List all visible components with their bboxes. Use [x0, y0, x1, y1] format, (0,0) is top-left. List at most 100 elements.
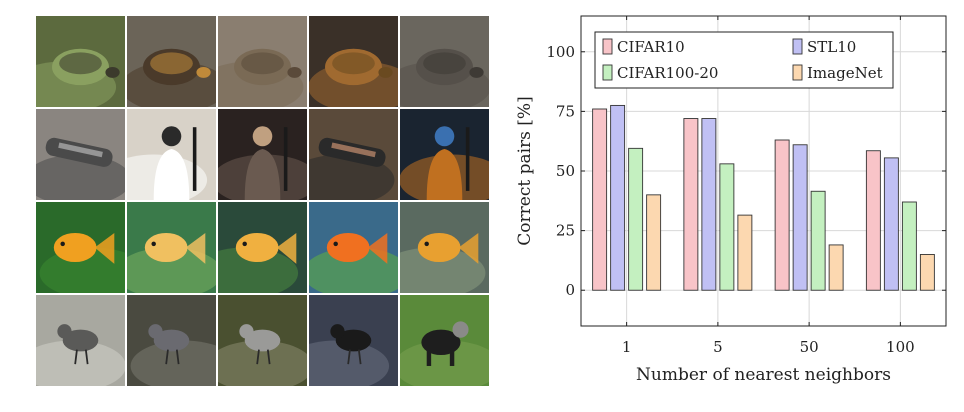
- shell-pattern: [150, 52, 193, 75]
- image-tile-clarinet: [127, 109, 216, 200]
- legend-label: ImageNet: [807, 64, 883, 82]
- person-head: [434, 126, 455, 147]
- tile-subject: [45, 137, 113, 167]
- tile-subject: [144, 232, 206, 264]
- image-tile-turtle: [218, 16, 307, 107]
- tile-ground: [127, 247, 216, 293]
- bird-leg: [175, 349, 180, 365]
- fish-tail: [276, 232, 297, 264]
- dog-body: [421, 329, 461, 356]
- image-tile-bird: [400, 295, 489, 386]
- legend-label: STL10: [807, 38, 856, 56]
- bird-leg: [266, 349, 271, 365]
- tile-ground: [400, 340, 489, 386]
- bar-chart: 0 25 50 75 100 1 5 50 100 CIFAR10 STL10 CIFAR100-2…: [515, 15, 947, 385]
- image-tile-goldfish: [127, 202, 216, 293]
- bar-cifar100-20: [901, 201, 917, 291]
- tile-subject: [53, 232, 115, 264]
- legend-swatch: [792, 38, 803, 55]
- bar-stl10: [792, 144, 808, 291]
- x-tick-label: 5: [713, 338, 723, 356]
- instrument: [283, 127, 288, 191]
- legend: CIFAR10 STL10 CIFAR100-20 ImageNet: [594, 31, 894, 89]
- legend-swatch: [602, 38, 613, 55]
- bird-body: [244, 329, 281, 352]
- clarinet-highlight: [58, 142, 103, 158]
- image-tile-goldfish: [218, 202, 307, 293]
- instrument: [465, 127, 470, 191]
- bar-stl10: [883, 157, 899, 291]
- legend-label: CIFAR100-20: [617, 64, 718, 82]
- bird-leg: [165, 349, 169, 365]
- instrument: [192, 127, 197, 191]
- tile-subject: [244, 126, 288, 200]
- fish-tail: [185, 232, 206, 264]
- dog-leg: [426, 349, 432, 366]
- person-head: [161, 126, 182, 147]
- fish-tail: [458, 232, 479, 264]
- fish-eye: [60, 241, 65, 247]
- tile-subject: [318, 137, 386, 167]
- bar-stl10: [610, 104, 626, 291]
- image-grid: [36, 16, 489, 386]
- image-tile-goldfish: [36, 202, 125, 293]
- bar-cifar100-20: [628, 147, 644, 291]
- tile-ground: [36, 340, 125, 386]
- image-tile-clarinet: [400, 109, 489, 200]
- tile-subject: [52, 48, 120, 86]
- turtle-head: [105, 66, 120, 78]
- shell-pattern: [59, 52, 102, 75]
- fish-body: [235, 232, 279, 263]
- person-body: [244, 149, 281, 200]
- bar-imagenet: [919, 254, 935, 291]
- bar-cifar100-20: [810, 190, 826, 291]
- bar-cifar100-20: [719, 163, 735, 291]
- fish-tail: [94, 232, 115, 264]
- image-tile-bird: [218, 295, 307, 386]
- tile-ground: [400, 247, 486, 293]
- turtle-head: [378, 66, 393, 78]
- legend-swatch: [602, 64, 613, 81]
- fish-body: [144, 232, 188, 263]
- bar-stl10: [701, 118, 717, 291]
- image-tile-turtle: [127, 16, 216, 107]
- shell-pattern: [423, 52, 466, 75]
- tile-subject: [417, 232, 479, 264]
- bird-leg: [256, 349, 260, 365]
- image-tile-bird: [36, 295, 125, 386]
- y-tick-label: 25: [556, 222, 575, 240]
- tile-subject: [330, 324, 372, 365]
- bar-cifar10: [592, 108, 608, 291]
- y-axis-label: Correct pairs [%]: [515, 96, 535, 245]
- bar-imagenet: [828, 244, 844, 291]
- turtle-head: [196, 66, 211, 78]
- image-tile-clarinet: [309, 109, 398, 200]
- x-tick-label: 50: [800, 338, 819, 356]
- axis-ticks: 0 25 50 75 100 1 5 50 100: [546, 16, 946, 356]
- bird-body: [62, 329, 99, 352]
- y-tick-label: 75: [556, 102, 575, 120]
- person-body: [426, 149, 463, 200]
- image-tile-clarinet: [218, 109, 307, 200]
- tile-subject: [143, 48, 211, 86]
- tile-ground: [309, 247, 398, 293]
- bar-cifar10: [865, 150, 881, 291]
- x-axis-label: Number of nearest neighbors: [636, 365, 891, 385]
- bar-cifar10: [683, 118, 699, 291]
- y-tick-label: 50: [556, 162, 575, 180]
- tile-ground: [39, 247, 125, 293]
- bird-leg: [84, 349, 89, 365]
- bird-leg: [74, 349, 78, 365]
- fish-eye: [333, 241, 338, 247]
- clarinet-highlight: [331, 142, 376, 158]
- tile-subject: [148, 324, 190, 365]
- bar-imagenet: [737, 214, 753, 291]
- bars: [592, 104, 935, 291]
- tile-ground: [130, 340, 216, 386]
- tile-subject: [235, 232, 297, 264]
- image-tile-goldfish: [400, 202, 489, 293]
- shell-pattern: [332, 52, 375, 75]
- bar-cifar10: [774, 139, 790, 291]
- fish-tail: [367, 232, 388, 264]
- bird-head: [239, 324, 254, 339]
